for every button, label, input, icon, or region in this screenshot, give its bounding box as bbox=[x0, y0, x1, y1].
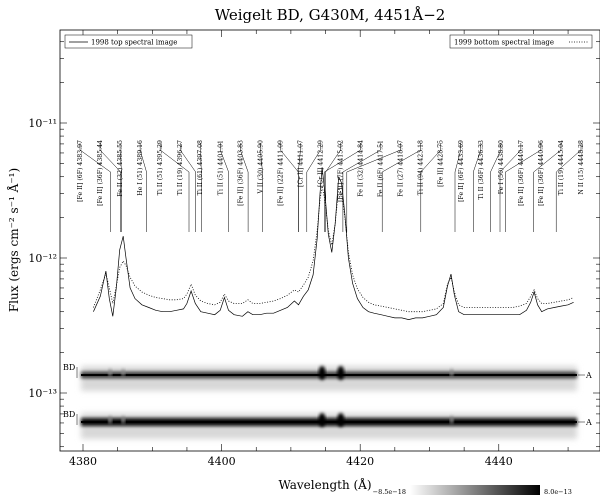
colorbar: −8.5e−18 8.0e−13 bbox=[373, 485, 572, 496]
line-id-tick-6 bbox=[199, 143, 202, 232]
legend-left-label: 1998 top spectral image bbox=[91, 39, 177, 47]
line-id-tick-14 bbox=[324, 143, 361, 232]
x-tick-label-1: 4400 bbox=[208, 455, 236, 468]
line-id-tick-24 bbox=[533, 143, 562, 232]
line-id-label-6: Ti II (61) 4397.08 bbox=[197, 140, 204, 195]
line-id-label-0: [Fe II] (6F) 4383.97 bbox=[77, 140, 84, 202]
line-id-label-14: Fe II (32) 4414.84 bbox=[358, 140, 365, 197]
spectral-image-2-feature-3 bbox=[337, 413, 345, 427]
line-id-tick-3 bbox=[139, 143, 147, 232]
spectral-image-1-right-label: A bbox=[585, 371, 592, 380]
line-id-tick-0 bbox=[79, 143, 111, 232]
line-id-label-20: Ti II (36F) 4436.33 bbox=[478, 140, 485, 200]
line-id-label-10: [Fe II] (22F) 4411.09 bbox=[277, 140, 284, 206]
colorbar-max-label: 8.0e−13 bbox=[544, 488, 572, 496]
line-id-tick-5 bbox=[179, 143, 196, 232]
x-tick-label-3: 4440 bbox=[485, 455, 513, 468]
line-id-tick-9 bbox=[260, 143, 263, 232]
spectral-image-2-feature-0 bbox=[108, 416, 112, 424]
x-tick-label-0: 4380 bbox=[69, 455, 97, 468]
line-id-label-22: [Fe II] (36F) 4440.17 bbox=[518, 140, 525, 206]
spectral-image-1-feature-4 bbox=[449, 369, 454, 377]
spectral-image-2-feature-4 bbox=[449, 416, 454, 424]
line-id-label-18: [Fe II] 4428.75 bbox=[438, 140, 445, 187]
line-id-tick-8 bbox=[240, 143, 249, 232]
spectral-images-panel: BD A BD A bbox=[63, 363, 592, 439]
line-id-label-3: He I (51) 4389.16 bbox=[137, 140, 144, 196]
line-id-label-21: Fe I (50) 4438.80 bbox=[498, 140, 505, 194]
line-id-label-23: [Fe II] (36F) 4440.96 bbox=[538, 140, 545, 206]
legend-right-box bbox=[449, 34, 593, 49]
legend-right: 1999 bottom spectral image bbox=[449, 34, 593, 49]
line-id-label-16: Fe II (27) 4418.07 bbox=[398, 140, 405, 197]
line-id-tick-1 bbox=[99, 143, 121, 232]
y-axis-label: Flux (ergs cm⁻² s⁻¹ Å⁻¹) bbox=[6, 168, 21, 312]
line-id-tick-16 bbox=[346, 143, 401, 232]
chart-title: Weigelt BD, G430M, 4451Å−2 bbox=[215, 6, 446, 24]
line-id-label-19: [Fe II] (6F) 4433.69 bbox=[458, 140, 465, 202]
line-id-label-9: V II (30) 4405.90 bbox=[257, 140, 264, 195]
plot-frame bbox=[59, 29, 600, 452]
line-id-label-5: Ti II (19) 4396.27 bbox=[177, 140, 184, 195]
line-id-tick-23 bbox=[505, 143, 542, 232]
colorbar-min-label: −8.5e−18 bbox=[373, 488, 406, 496]
legend-left-box bbox=[64, 34, 193, 49]
series-layer bbox=[93, 167, 574, 320]
line-id-label-25: N II (15) 4448.28 bbox=[578, 140, 585, 195]
legend-left: 1998 top spectral image bbox=[64, 34, 193, 49]
line-id-tick-22 bbox=[499, 143, 522, 232]
spectral-image-1-feature-2 bbox=[318, 366, 326, 380]
line-id-tick-12 bbox=[306, 143, 321, 232]
spectral-image-2-feature-2 bbox=[318, 413, 326, 427]
spectral-image-1-core bbox=[81, 374, 577, 376]
line-id-label-7: Ti II (51) 4401.01 bbox=[217, 140, 224, 195]
line-id-label-12: [Cr II] 4412.29 bbox=[318, 140, 325, 187]
spectral-image-2-core bbox=[81, 421, 577, 423]
line-id-tick-19 bbox=[454, 143, 462, 232]
line-id-label-2: Fe II (32) 4385.55 bbox=[117, 140, 124, 197]
line-id-label-13: [Fe II] (7F) 4415.02 bbox=[338, 140, 345, 202]
spectral-image-2-left-label: BD bbox=[63, 410, 75, 419]
colorbar-gradient bbox=[410, 485, 540, 495]
spectral-image-1-feature-1 bbox=[121, 369, 125, 377]
spectral-image-2-feature-1 bbox=[121, 416, 125, 424]
spectral-image-1-feature-0 bbox=[108, 369, 112, 377]
series-line-2 bbox=[93, 186, 574, 313]
line-id-tick-7 bbox=[220, 143, 229, 232]
line-id-tick-18 bbox=[420, 143, 441, 232]
y-tick-label-2: 10⁻¹³ bbox=[28, 387, 57, 400]
line-id-label-8: [Fe II] (36F) 4403.83 bbox=[237, 140, 244, 206]
spectral-image-2-right-label: A bbox=[585, 418, 592, 427]
line-id-label-17: Ti II (94) 4423.18 bbox=[418, 140, 425, 195]
line-id-tick-21 bbox=[490, 143, 502, 232]
line-id-tick-2 bbox=[119, 143, 122, 232]
line-identifications: [Fe II] (6F) 4383.97 [Fe II] (36F) 4385.4… bbox=[77, 140, 585, 232]
x-tick-label-2: 4420 bbox=[346, 455, 374, 468]
y-tick-label-1: 10⁻¹² bbox=[28, 252, 57, 265]
legend-right-label: 1999 bottom spectral image bbox=[454, 39, 554, 47]
line-id-label-11: [Cr II] 4411.07 bbox=[297, 140, 304, 187]
line-id-tick-4 bbox=[159, 143, 190, 232]
line-id-tick-11 bbox=[298, 143, 301, 232]
axes: 4380 4400 4420 4440 10⁻¹¹ 10⁻¹² 10⁻¹³ bbox=[28, 30, 600, 468]
line-id-tick-17 bbox=[381, 143, 421, 232]
spectral-image-1-feature-3 bbox=[337, 366, 345, 380]
x-axis-label: Wavelength (Å) bbox=[278, 477, 371, 492]
line-id-label-4: Ti II (51) 4395.29 bbox=[157, 140, 164, 195]
line-id-label-15: Fe II (6F) 4417.51 bbox=[378, 140, 385, 197]
line-id-tick-25 bbox=[555, 143, 582, 232]
line-id-label-1: [Fe II] (36F) 4385.44 bbox=[97, 140, 104, 206]
spectral-image-1-left-label: BD bbox=[63, 363, 75, 372]
line-id-tick-20 bbox=[473, 143, 482, 232]
y-tick-label-0: 10⁻¹¹ bbox=[28, 117, 57, 130]
